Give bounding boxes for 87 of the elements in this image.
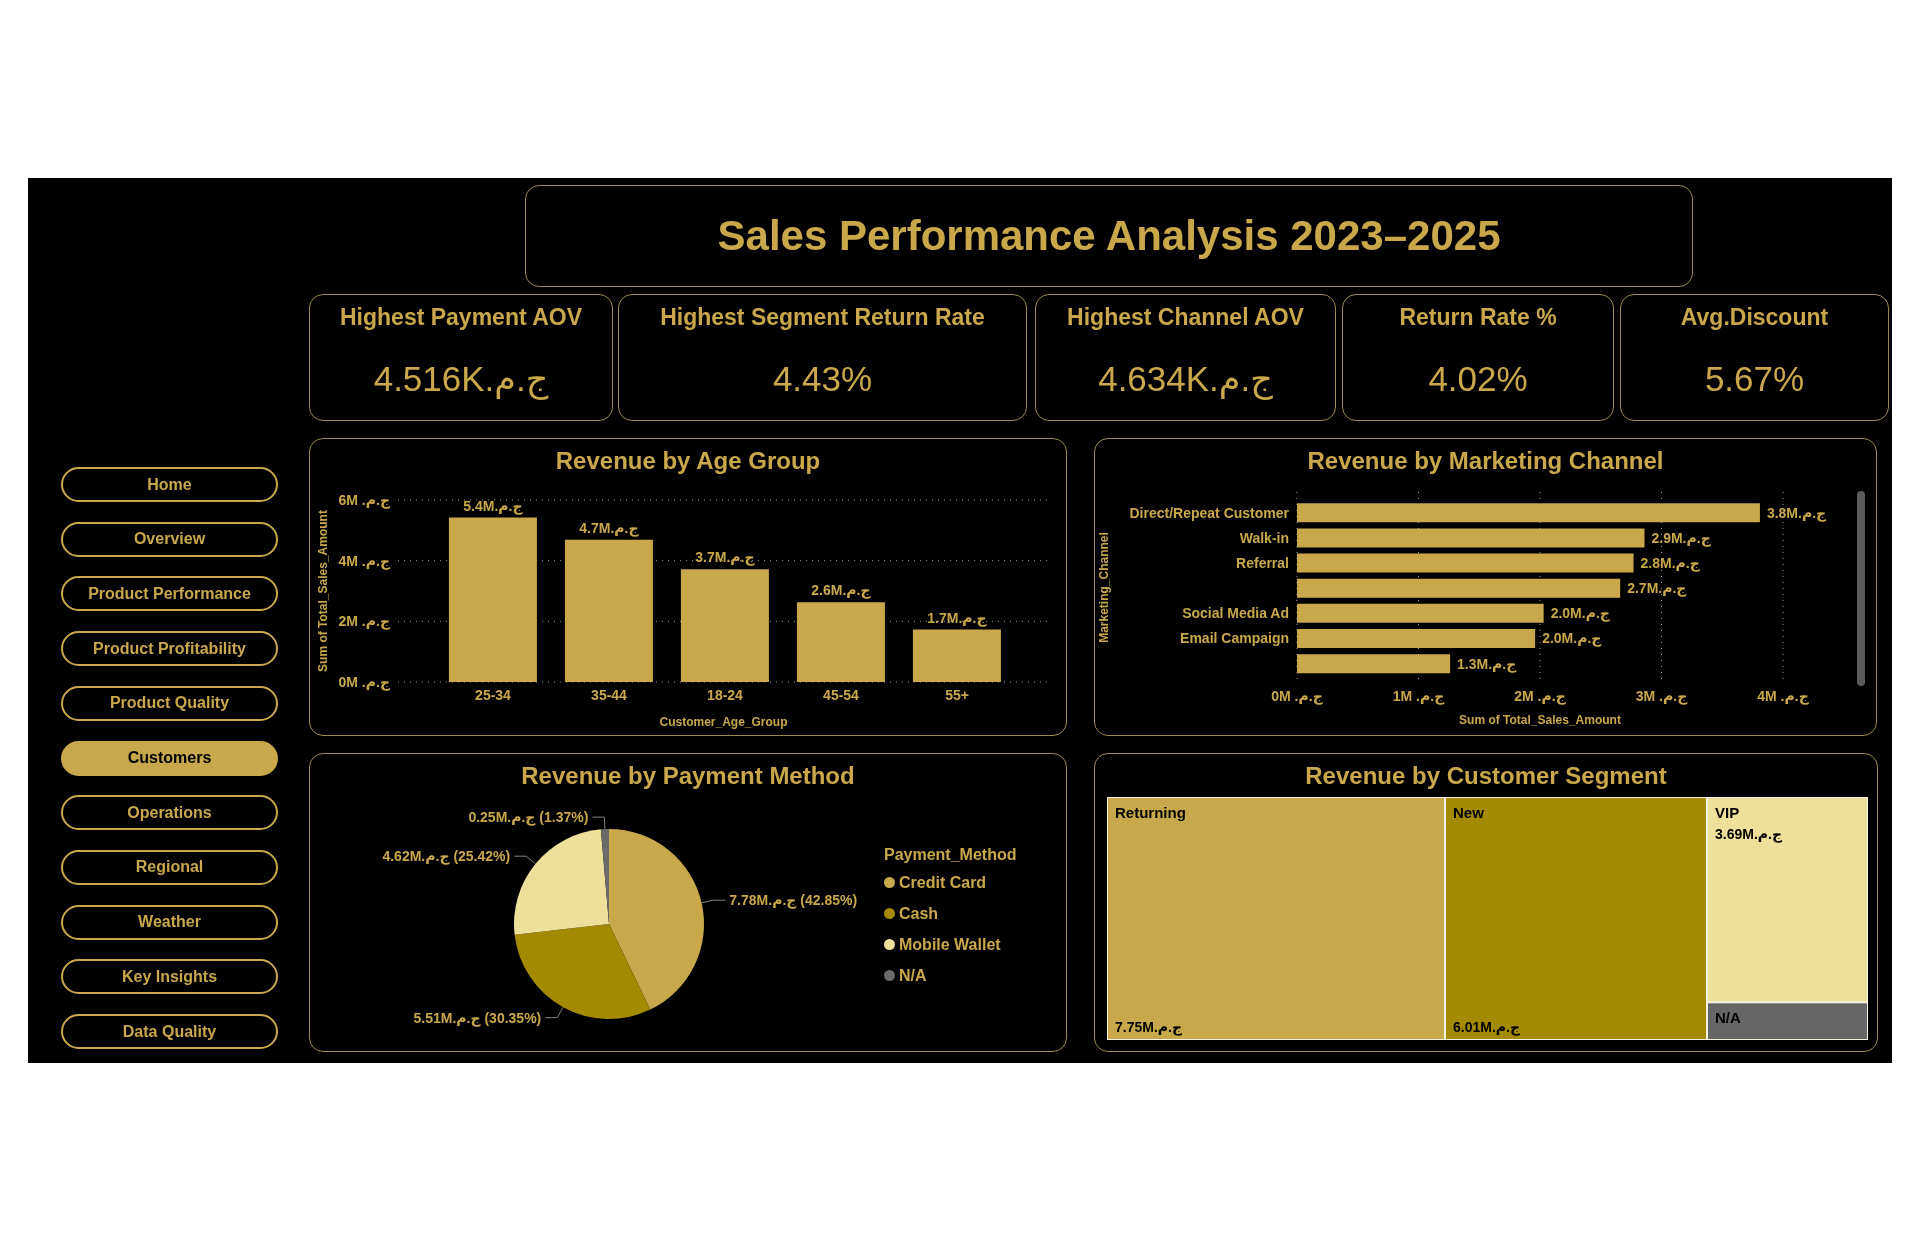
x-tick-label: 18-24 <box>707 686 744 703</box>
data-label: 3.8M.ج.م <box>1766 504 1828 522</box>
data-label: 5.4M.ج.م <box>463 497 524 515</box>
data-label: 2.6M.ج.م <box>811 582 872 600</box>
category-label: Returning <box>1115 804 1186 821</box>
x-tick-label: 3M .ج.م <box>1635 687 1689 705</box>
data-label: 7.75M.ج.م <box>1115 1019 1183 1036</box>
bar <box>564 539 653 682</box>
y-tick-label: Direct/Repeat Customer <box>1129 504 1290 521</box>
pie-slice <box>609 829 704 1010</box>
x-tick-label: 55+ <box>945 686 969 703</box>
bar <box>1297 628 1536 648</box>
bar <box>448 517 537 682</box>
x-axis-title: Sum of Total_Sales_Amount <box>1459 713 1621 727</box>
data-label: 2.9M.ج.م <box>1651 529 1712 547</box>
y-tick-label: 6M .ج.م <box>338 491 391 509</box>
category-label: Home <box>147 475 192 494</box>
bar <box>680 569 769 682</box>
category-label: Product Quality <box>109 694 230 713</box>
category-label: VIP <box>1715 804 1740 821</box>
category-label: Product Performance <box>88 584 251 603</box>
data-label: 2.7M.ج.م <box>1627 580 1688 598</box>
y-tick-label: Social Media Ad <box>1182 605 1289 622</box>
data-label: 1.7M.ج.م <box>927 609 988 627</box>
data-label: 1.3M.ج.م <box>1457 655 1518 673</box>
bar <box>1297 654 1451 674</box>
category-label: Overview <box>133 530 206 549</box>
category-label: Customers <box>127 749 212 767</box>
legend-label: Cash <box>898 903 940 924</box>
legend-label: Credit Card <box>898 872 988 893</box>
x-tick-label: 2M .ج.م <box>1514 687 1567 705</box>
text: 4.02% <box>1428 359 1528 398</box>
x-tick-label: 0M .ج.م <box>1271 687 1324 705</box>
bar <box>1297 603 1544 623</box>
category-label: New <box>1453 804 1485 821</box>
bar <box>912 629 1001 682</box>
y-tick-label: Walk-in <box>1239 529 1289 546</box>
bar <box>1297 553 1634 573</box>
text: Highest Payment AOV <box>340 304 582 330</box>
x-tick-label: 35-44 <box>591 686 628 703</box>
category-label: N/A <box>1715 1009 1741 1027</box>
pie-slice <box>514 829 609 935</box>
x-tick-label: 1M .ج.م <box>1392 687 1446 705</box>
text: 4.634K.ج.م <box>1098 359 1273 398</box>
chart-title: Revenue by Marketing Channel <box>1307 447 1664 474</box>
y-tick-label: Email Campaign <box>1180 630 1289 647</box>
y-axis-title: Marketing_Channel <box>1097 532 1112 643</box>
text: Highest Segment Return Rate <box>660 304 985 330</box>
text: Sales Performance Analysis 2023–2025 <box>717 212 1501 259</box>
category-label: Regional <box>135 858 204 877</box>
text: 4.516K.ج.م <box>373 359 549 398</box>
category-label: Product Profitability <box>93 639 246 658</box>
chart-title: Revenue by Payment Method <box>521 762 855 789</box>
data-label: 2.0M.ج.م <box>1542 630 1603 648</box>
bar <box>1297 528 1645 548</box>
x-axis-title: Customer_Age_Group <box>659 715 788 729</box>
text: 5.67% <box>1704 359 1805 398</box>
category-label: Key Insights <box>121 967 218 986</box>
bar <box>1297 503 1760 523</box>
bar <box>1297 578 1621 598</box>
text: Revenue by Customer Segment <box>1305 762 1667 789</box>
bar <box>796 602 885 682</box>
y-tick-label: 4M .ج.م <box>338 552 391 570</box>
text: Avg.Discount <box>1680 304 1829 330</box>
category-label: Operations <box>127 803 212 822</box>
text: Highest Channel AOV <box>1067 304 1304 330</box>
legend-label: Mobile Wallet <box>898 934 1002 955</box>
x-tick-label: 4M .ج.م <box>1757 687 1810 705</box>
category-label: Data Quality <box>122 1022 217 1041</box>
y-tick-label: 2M .ج.م <box>338 613 391 631</box>
data-label: 4.7M.ج.م <box>579 519 640 537</box>
data-label: 6.01M.ج.م <box>1453 1019 1521 1036</box>
y-tick-label: Referral <box>1236 554 1289 571</box>
data-label: 2.0M.ج.م <box>1550 605 1611 623</box>
legend-title: Payment_Method <box>884 846 1017 863</box>
text: 4.43% <box>772 359 873 398</box>
text: Return Rate % <box>1399 304 1557 330</box>
y-axis-title: Sum of Total_Sales_Amount <box>316 510 331 672</box>
legend-label: N/A <box>898 965 928 986</box>
x-tick-label: 45-54 <box>823 686 860 703</box>
data-label: 3.69M.ج.م <box>1715 826 1783 843</box>
category-label: Weather <box>138 913 201 932</box>
data-label: 3.7M.ج.م <box>695 549 756 567</box>
y-tick-label: 0M .ج.م <box>338 673 391 691</box>
x-tick-label: 25-34 <box>475 686 512 703</box>
chart-title: Revenue by Age Group <box>555 447 821 474</box>
data-label: 2.8M.ج.م <box>1640 555 1701 573</box>
